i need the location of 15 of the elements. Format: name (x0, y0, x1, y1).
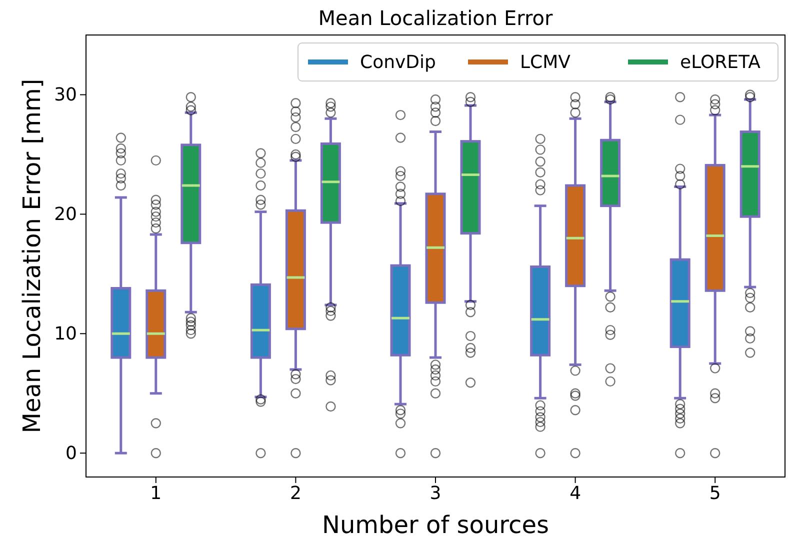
x-axis-title: Number of sources (322, 511, 550, 539)
x-tick-label: 5 (709, 482, 721, 504)
y-axis-title: Mean Localization Error [mm] (18, 78, 46, 434)
y-tick-label: 0 (66, 442, 77, 464)
chart-title: Mean Localization Error (318, 6, 554, 30)
y-tick-label: 10 (54, 323, 77, 344)
x-tick-label: 3 (430, 482, 442, 504)
x-tick-label: 2 (290, 482, 302, 504)
y-tick-label: 30 (54, 84, 77, 106)
x-tick-label: 1 (150, 482, 162, 504)
y-tick-label: 20 (54, 204, 77, 225)
x-tick-label: 4 (570, 482, 582, 504)
legend-label: ConvDip (360, 52, 436, 73)
legend-label: LCMV (520, 52, 572, 73)
legend-label: eLORETA (680, 52, 762, 73)
